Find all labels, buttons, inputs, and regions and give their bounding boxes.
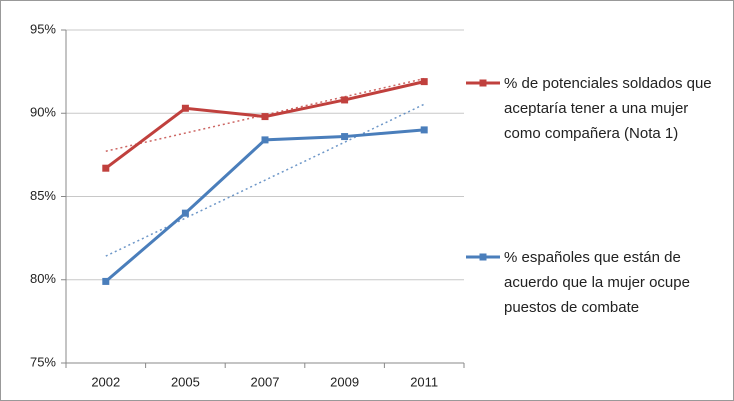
point-marker: [341, 133, 349, 141]
x-tick-label: 2002: [91, 374, 120, 389]
y-tick-label: 75%: [30, 354, 56, 369]
legend-label: % de potenciales soldados que aceptaría …: [504, 74, 712, 142]
x-tick-label: 2009: [330, 374, 359, 389]
trendline: [105, 103, 425, 257]
point-marker: [420, 126, 428, 134]
point-marker: [420, 78, 428, 86]
point-marker: [261, 113, 269, 121]
point-marker: [341, 96, 349, 104]
point-marker: [261, 136, 269, 144]
legend-marker: [479, 79, 487, 87]
x-tick-label: 2005: [171, 374, 200, 389]
x-tick-label: 2007: [251, 374, 280, 389]
y-tick-label: 90%: [30, 105, 56, 120]
point-marker: [181, 209, 189, 217]
point-marker: [102, 164, 110, 172]
y-tick-label: 85%: [30, 188, 56, 203]
point-marker: [181, 104, 189, 112]
legend-marker: [479, 253, 487, 261]
legend-label: % españoles que están de acuerdo que la …: [504, 248, 690, 316]
y-tick-label: 80%: [30, 271, 56, 286]
x-tick-label: 2011: [410, 374, 438, 389]
point-marker: [102, 277, 110, 285]
y-tick-label: 95%: [30, 21, 56, 36]
